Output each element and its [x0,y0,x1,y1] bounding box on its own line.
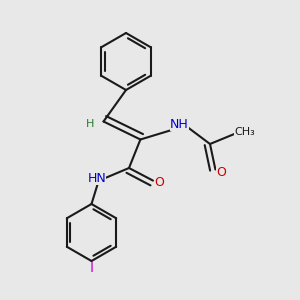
Text: O: O [154,176,164,189]
Text: H: H [86,119,94,129]
Text: NH: NH [170,118,189,131]
Text: HN: HN [88,172,106,185]
Text: I: I [89,262,94,275]
Text: CH₃: CH₃ [234,127,255,137]
Text: O: O [216,166,226,179]
